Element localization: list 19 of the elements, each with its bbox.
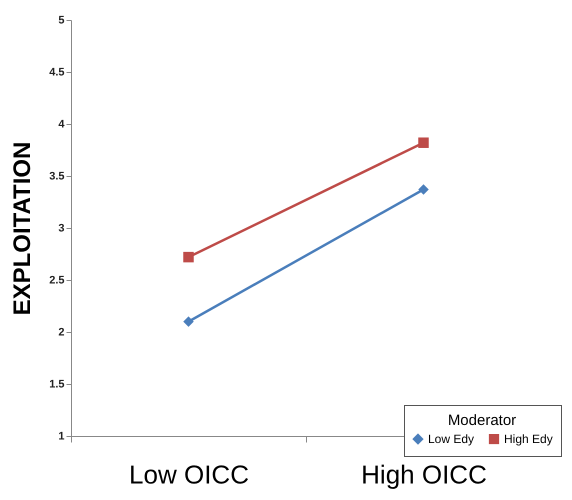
y-tick-label: 4.5: [49, 66, 64, 78]
y-tick-label: 2: [58, 326, 64, 338]
y-tick-label: 5: [58, 14, 64, 26]
legend-label: Low Edy: [428, 432, 474, 446]
x-tick-label: High OICC: [361, 460, 487, 490]
y-tick-label: 2.5: [49, 274, 64, 286]
y-tick-label: 4: [58, 118, 66, 130]
point: [183, 252, 194, 262]
x-tick-label: Low OICC: [129, 460, 249, 490]
legend-title: Moderator: [448, 412, 516, 429]
y-tick-label: 3.5: [49, 170, 64, 182]
y-tick-label: 1: [58, 430, 64, 442]
point: [418, 184, 429, 195]
y-tick-label: 1.5: [49, 378, 64, 390]
legend-label: High Edy: [504, 432, 553, 446]
point: [183, 316, 194, 327]
y-tick-label: 3: [58, 222, 64, 234]
point: [418, 137, 429, 148]
y-axis-title: EXPLOITATION: [9, 142, 36, 316]
